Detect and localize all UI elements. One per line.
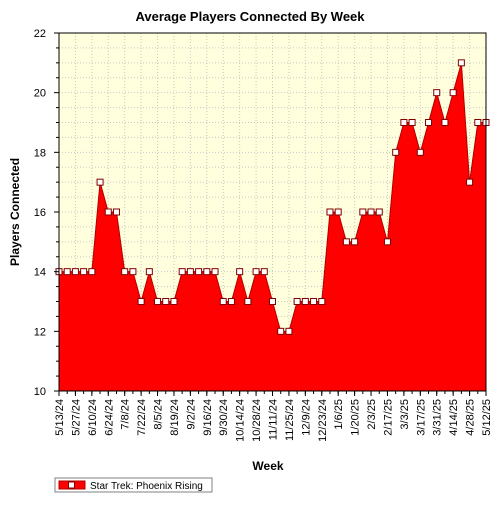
x-tick-label: 2/3/25: [366, 399, 378, 430]
data-point: [129, 268, 137, 276]
x-tick-label: 10/28/24: [251, 399, 263, 442]
legend: Star Trek: Phoenix Rising: [54, 477, 213, 493]
data-point: [449, 89, 457, 97]
data-point: [211, 268, 219, 276]
y-tick-label: 18: [34, 147, 46, 159]
data-point: [408, 119, 416, 126]
data-point: [277, 327, 285, 335]
x-tick-label: 8/19/24: [169, 399, 181, 436]
data-point: [392, 148, 400, 156]
x-tick-label: 8/5/24: [153, 399, 165, 430]
y-tick-label: 10: [34, 386, 46, 398]
data-point: [310, 298, 318, 305]
data-point: [441, 119, 449, 126]
data-point: [342, 238, 350, 246]
x-tick-label: 11/11/24: [268, 399, 280, 440]
data-point: [112, 208, 120, 216]
data-point: [227, 298, 235, 305]
x-tick-label: 5/13/24: [54, 399, 66, 436]
data-point: [252, 268, 260, 276]
axes: 10 12 14 16 18 20 22 5/13/24 5/27/24 6/10/24 6/24/…: [34, 28, 493, 442]
data-point: [203, 268, 211, 276]
data-point: [293, 298, 301, 305]
x-tick-label: 9/30/24: [218, 399, 230, 436]
data-point: [219, 298, 227, 305]
y-tick-label: 20: [34, 88, 46, 100]
data-point: [375, 208, 383, 216]
y-tick-label: 14: [34, 267, 46, 279]
x-tick-label: 7/22/24: [136, 399, 148, 436]
data-point: [178, 268, 186, 276]
data-point: [162, 298, 170, 305]
data-point: [400, 119, 408, 126]
data-point: [359, 208, 367, 216]
x-tick-label: 4/28/25: [465, 399, 477, 436]
data-point: [236, 268, 244, 276]
x-tick-label: 5/27/24: [70, 399, 82, 436]
data-point: [260, 268, 268, 276]
x-tick-label: 9/2/24: [185, 399, 197, 430]
x-tick-label: 11/25/24: [284, 399, 296, 441]
data-point: [269, 298, 276, 305]
y-tick-label: 16: [34, 207, 46, 219]
data-point: [71, 268, 79, 276]
x-tick-label: 2/17/25: [382, 399, 394, 436]
x-tick-label: 3/31/25: [432, 399, 444, 436]
data-point: [433, 89, 441, 97]
data-point: [457, 59, 465, 67]
data-point: [301, 298, 309, 305]
x-tick-label: 4/14/25: [448, 399, 460, 436]
legend-marker: [68, 481, 75, 489]
x-tick-label: 3/17/25: [415, 399, 427, 436]
data-point: [474, 119, 482, 126]
x-tick-label: 10/14/24: [235, 399, 247, 442]
x-axis-title: Week: [252, 459, 283, 473]
data-point: [318, 298, 326, 305]
data-point: [383, 238, 391, 246]
x-tick-label: 6/24/24: [103, 399, 115, 436]
x-tick-label: 9/16/24: [202, 399, 214, 436]
data-point: [121, 268, 129, 276]
series-area: [59, 62, 486, 391]
data-point: [416, 148, 424, 156]
data-point: [351, 238, 359, 246]
data-point: [96, 178, 104, 186]
data-point: [104, 208, 112, 216]
data-point: [367, 208, 375, 216]
data-point: [326, 208, 334, 216]
x-tick-label: 1/20/25: [350, 399, 362, 436]
data-point: [154, 298, 162, 305]
grid-lines: [58, 32, 487, 392]
y-axis-title: Players Connected: [8, 158, 22, 266]
x-tick-label: 5/12/25: [481, 399, 493, 436]
x-tick-label: 1/6/25: [333, 399, 345, 430]
x-tick-label: 7/8/24: [120, 399, 132, 430]
data-point: [145, 268, 153, 276]
x-tick-label: 12/9/24: [300, 399, 312, 436]
data-point: [334, 208, 342, 216]
data-point: [425, 119, 433, 126]
x-tick-label: 6/10/24: [87, 399, 99, 436]
data-point: [63, 268, 71, 276]
y-tick-label: 22: [34, 28, 46, 40]
data-point: [195, 268, 203, 276]
data-point: [285, 327, 293, 335]
data-point: [88, 268, 96, 276]
x-tick-label: 12/23/24: [317, 399, 329, 442]
legend-label: Star Trek: Phoenix Rising: [90, 481, 203, 492]
x-tick-label: 3/3/25: [399, 399, 411, 430]
data-point: [186, 268, 194, 276]
y-tick-label: 12: [34, 326, 46, 338]
data-point: [170, 298, 178, 305]
data-point: [137, 298, 145, 305]
data-point: [80, 268, 88, 276]
data-point: [244, 298, 252, 305]
chart-title: Average Players Connected By Week: [135, 9, 365, 24]
legend-box: [54, 477, 213, 493]
data-point: [466, 178, 474, 186]
